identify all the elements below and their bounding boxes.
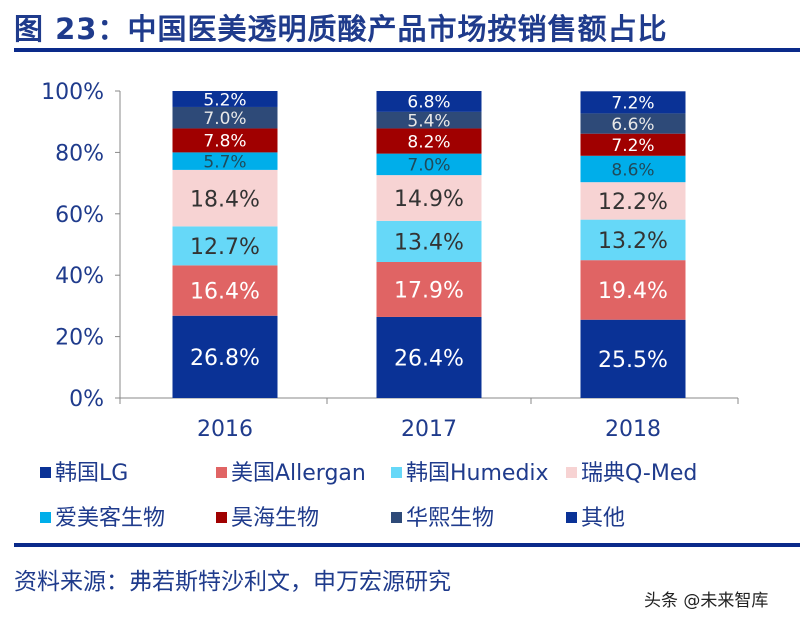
data-label: 6.6% (611, 115, 654, 135)
data-label: 13.2% (598, 229, 668, 254)
bar-segment (172, 226, 278, 266)
data-label: 8.2% (407, 132, 450, 152)
bar-segment (376, 175, 482, 221)
data-label: 5.7% (203, 152, 246, 172)
legend-item: 韩国Humedix (391, 455, 549, 487)
legend-item: 其他 (566, 500, 625, 532)
y-tick-label: 20% (55, 326, 104, 351)
legend-label: 美国Allergan (231, 461, 366, 486)
data-label: 19.4% (598, 279, 668, 304)
source-divider (14, 543, 800, 547)
legend-swatch (40, 467, 51, 478)
legend-label: 爱美客生物 (55, 506, 166, 531)
data-label: 26.4% (394, 347, 464, 372)
x-tick-label: 2016 (197, 417, 253, 442)
data-label: 6.8% (407, 93, 450, 113)
bar-segment (580, 113, 686, 134)
legend-label: 华熙生物 (406, 506, 495, 531)
bar-segment (376, 111, 482, 129)
legend-item: 爱美客生物 (40, 500, 165, 532)
watermark: 头条 @未来智库 (644, 591, 769, 611)
data-label: 7.2% (611, 136, 654, 156)
legend-item: 华熙生物 (391, 500, 494, 532)
data-label: 7.2% (611, 94, 654, 114)
legend-swatch (566, 512, 577, 523)
legend-item: 昊海生物 (216, 500, 319, 532)
y-tick-label: 100% (41, 80, 104, 105)
y-tick-label: 60% (55, 203, 104, 228)
legend-swatch (40, 512, 51, 523)
legend-label: 韩国Humedix (406, 461, 549, 486)
legend-swatch (391, 512, 402, 523)
data-label: 18.4% (190, 187, 260, 212)
source-note: 资料来源：弗若斯特沙利文，申万宏源研究 (14, 569, 451, 595)
bar-segment (376, 153, 482, 176)
bar-segment (376, 128, 482, 154)
data-label: 12.7% (190, 235, 260, 260)
data-label: 12.2% (598, 190, 668, 215)
data-label: 5.4% (407, 111, 450, 131)
data-label: 13.4% (394, 231, 464, 256)
bar-segment (580, 219, 686, 261)
bar-segment (580, 182, 686, 220)
legend-swatch (391, 467, 402, 478)
bar-segment (580, 133, 686, 156)
bar-segment (376, 261, 482, 317)
bar-segment (580, 91, 686, 114)
data-label: 25.5% (598, 348, 668, 373)
data-label: 8.6% (611, 160, 654, 180)
bar-segment (580, 319, 686, 398)
legend-swatch (566, 467, 577, 478)
bar-segment (580, 155, 686, 183)
legend-swatch (216, 467, 227, 478)
y-tick-label: 0% (69, 387, 104, 412)
data-label: 7.0% (203, 109, 246, 129)
bar-segment (172, 152, 278, 170)
data-label: 7.0% (407, 156, 450, 176)
bar-segment (172, 265, 278, 316)
bar-segment (376, 220, 482, 262)
legend-label: 瑞典Q-Med (581, 461, 698, 486)
bar-segment (172, 128, 278, 153)
legend-label: 其他 (581, 506, 626, 531)
x-tick-label: 2017 (401, 417, 457, 442)
data-label: 17.9% (394, 279, 464, 304)
bar-segment (376, 316, 482, 398)
legend-label: 昊海生物 (231, 506, 320, 531)
legend-label: 韩国LG (55, 461, 129, 486)
chart-title: 图 23：中国医美透明质酸产品市场按销售额占比 (14, 12, 668, 46)
data-label: 26.8% (190, 346, 260, 371)
x-tick-label: 2018 (605, 417, 661, 442)
data-label: 7.8% (203, 132, 246, 152)
legend-item: 瑞典Q-Med (566, 455, 697, 487)
y-tick-label: 80% (55, 141, 104, 166)
bar-segment (580, 260, 686, 320)
title-divider (14, 48, 800, 52)
bar-segment (172, 106, 278, 129)
data-label: 14.9% (394, 187, 464, 212)
stacked-bar-chart: 0% 20% 40% 60% 80% 100% 2016 26.8% 16.4% 12.7% 18.… (41, 80, 739, 442)
legend-swatch (216, 512, 227, 523)
legend-item: 美国Allergan (216, 455, 366, 487)
data-label: 16.4% (190, 280, 260, 305)
legend-item: 韩国LG (40, 455, 128, 487)
y-tick-label: 40% (55, 264, 104, 289)
bar-segment (376, 91, 482, 112)
bar-segment (172, 315, 278, 398)
data-label: 5.2% (203, 90, 246, 110)
bar-segment (172, 169, 278, 227)
bar-segment (172, 91, 278, 107)
